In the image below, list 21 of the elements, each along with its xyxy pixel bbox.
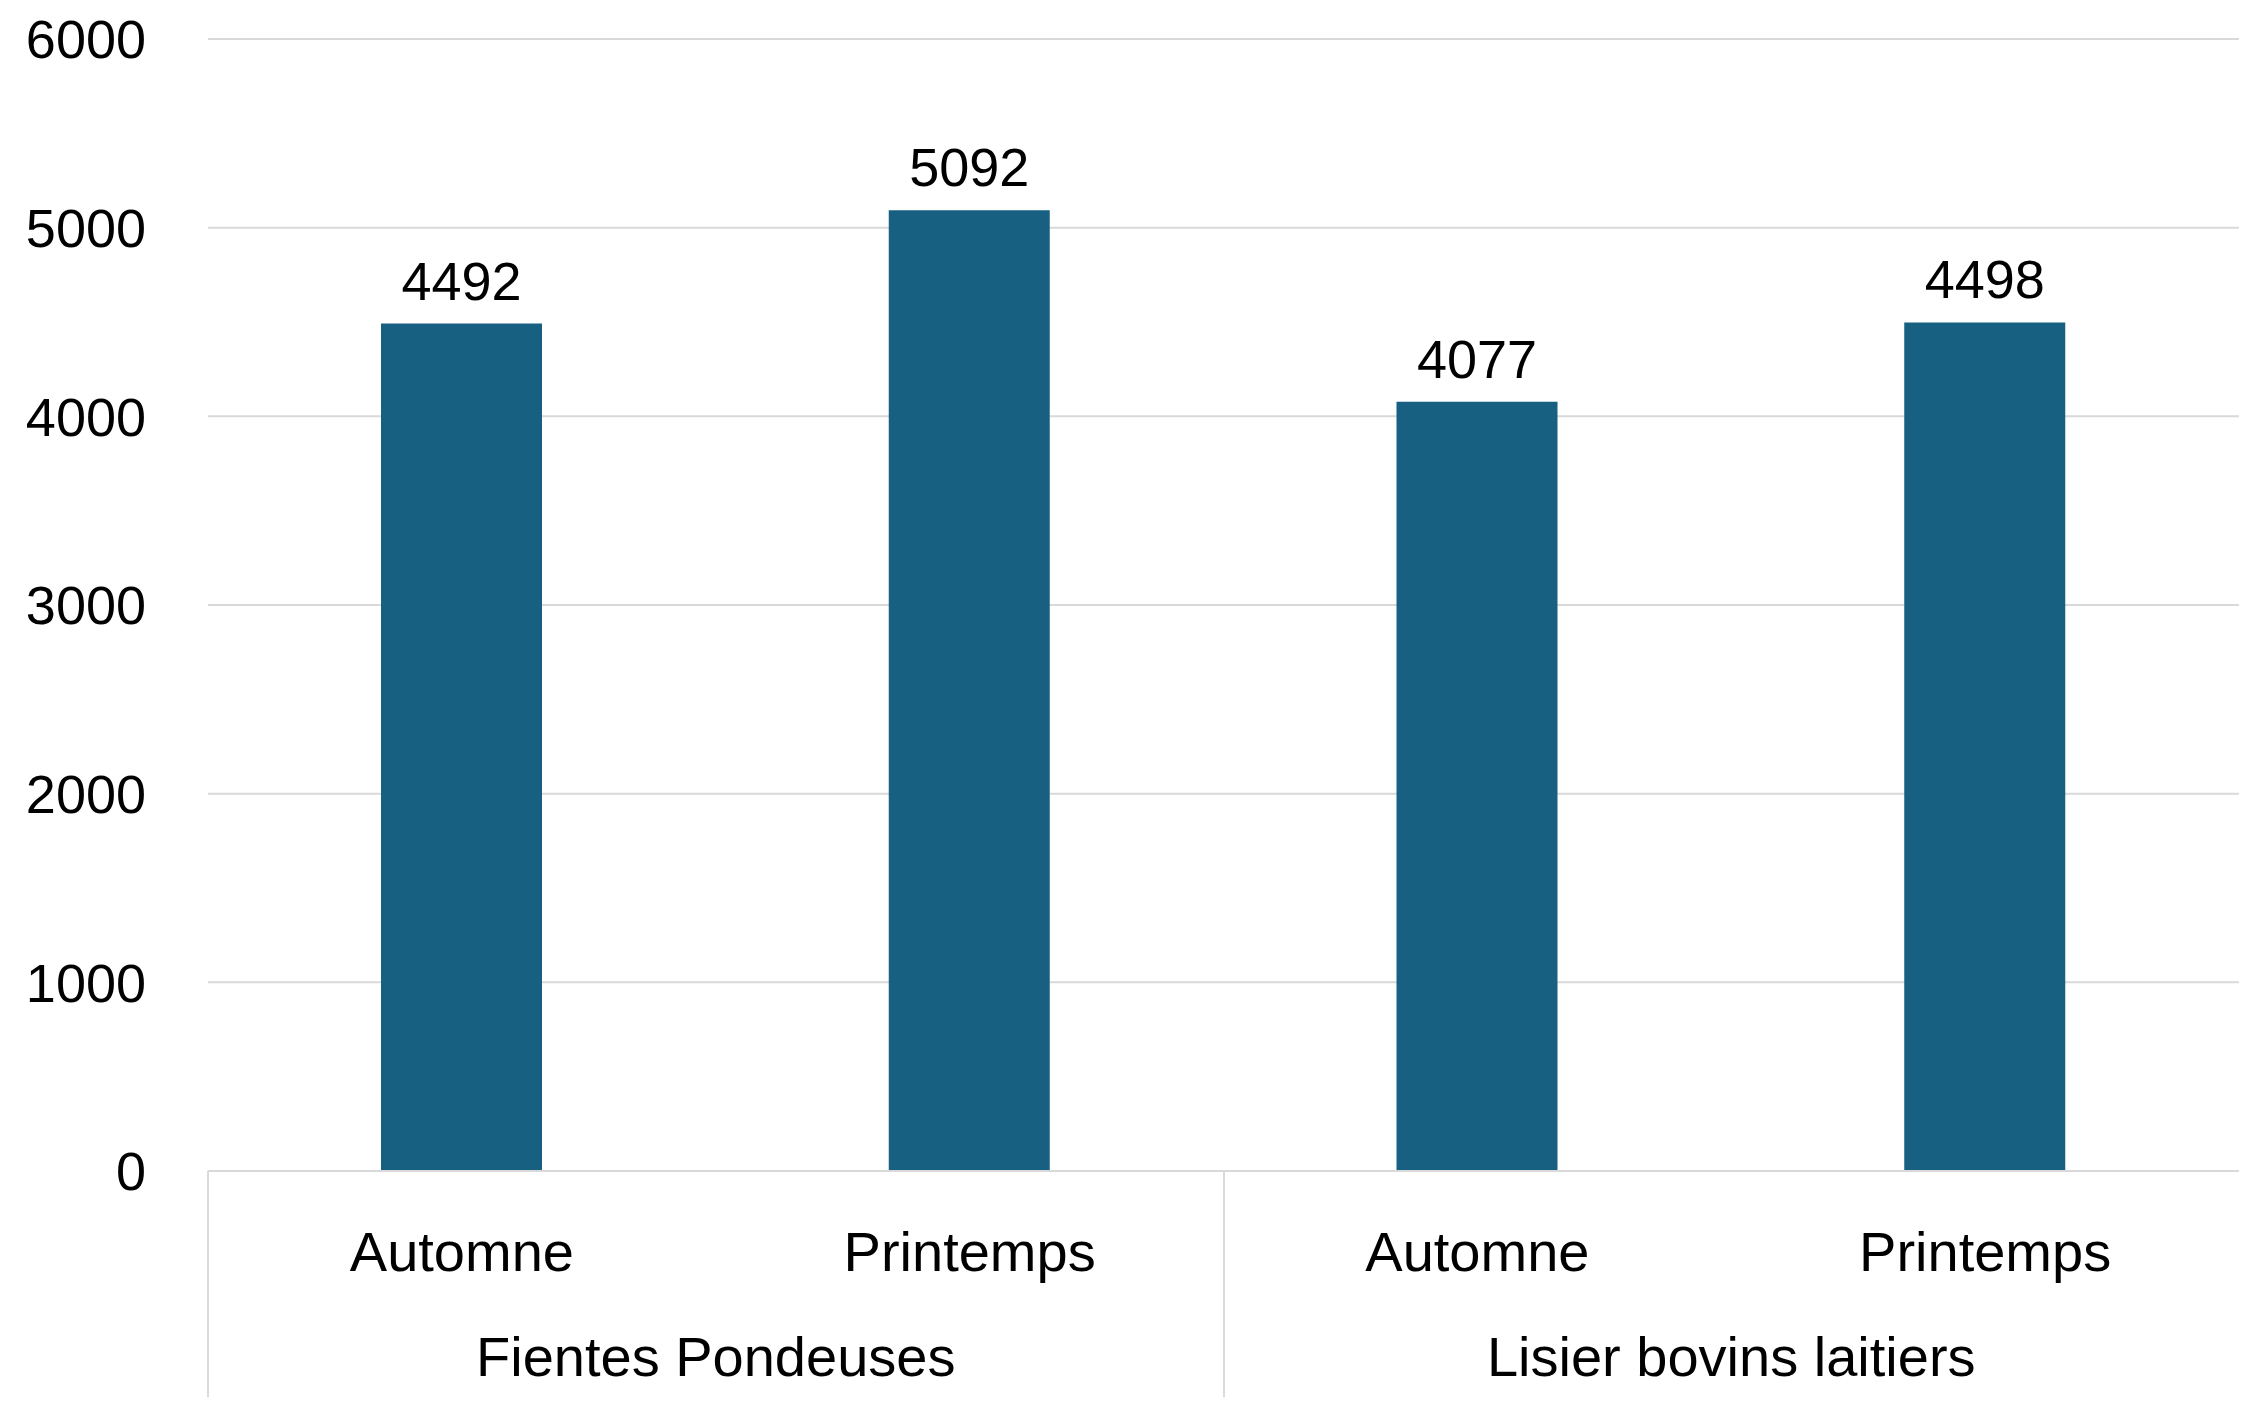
y-tick-label: 5000 xyxy=(25,197,146,258)
y-tick-label: 0 xyxy=(115,1141,146,1202)
y-tick-label: 4000 xyxy=(25,386,146,447)
y-tick-label: 3000 xyxy=(25,575,146,636)
y-tick-label: 6000 xyxy=(25,9,146,70)
bar xyxy=(381,323,542,1171)
x-tick-label: Automne xyxy=(1365,1219,1590,1283)
bar xyxy=(1396,401,1558,1171)
text: Fientes Pondeuses xyxy=(475,1325,957,1389)
data-label: 4498 xyxy=(1924,249,2045,310)
data-label: 4077 xyxy=(1416,328,1538,389)
bar xyxy=(1904,322,2066,1171)
y-tick-label: 1000 xyxy=(25,952,146,1013)
y-tick-label: 2000 xyxy=(25,763,146,824)
data-label: 4492 xyxy=(401,250,522,311)
x-tick-label: Automne xyxy=(349,1219,574,1283)
data-label: 5092 xyxy=(909,137,1030,198)
x-tick-label: Printemps xyxy=(843,1219,1096,1283)
bar xyxy=(888,210,1050,1171)
x-tick-label: Printemps xyxy=(1859,1219,2112,1283)
text: Lisier bovins laitiers xyxy=(1485,1325,1977,1389)
